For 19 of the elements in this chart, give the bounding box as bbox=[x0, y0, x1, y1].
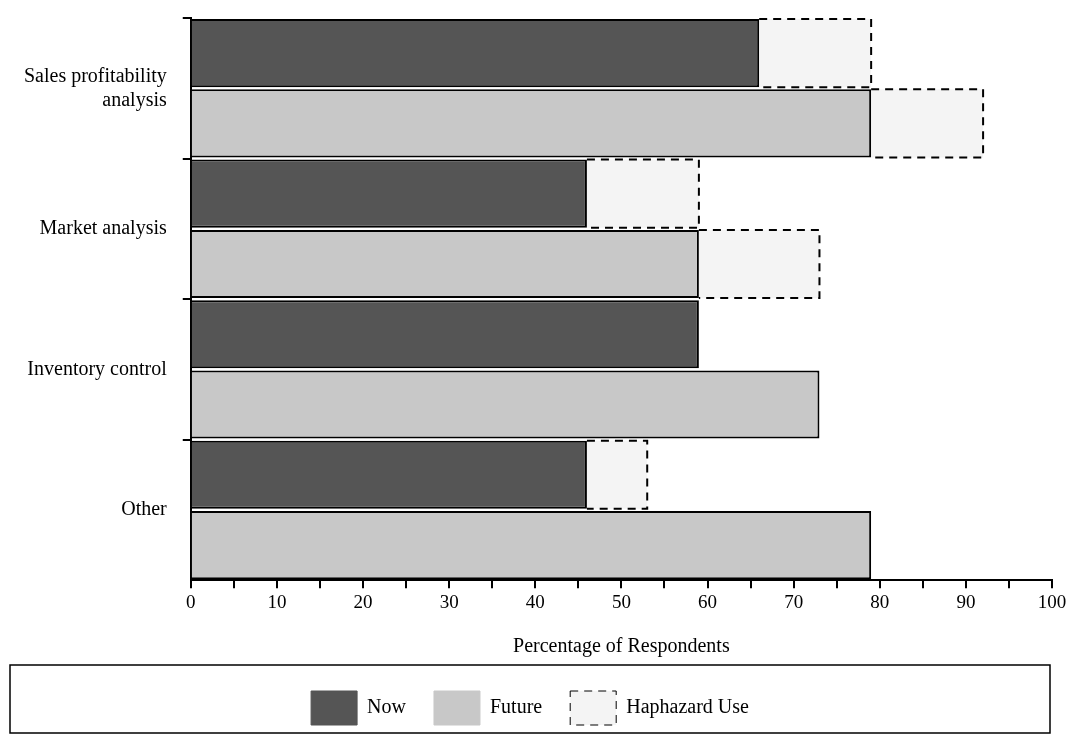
legend-label: Haphazard Use bbox=[626, 695, 750, 719]
y-tick-label: Market analysis bbox=[39, 216, 167, 240]
y-tick-label: Inventory control bbox=[27, 356, 168, 380]
x-tick-label: 0 bbox=[186, 590, 196, 612]
x-tick-label: 10 bbox=[267, 590, 287, 612]
x-tick-label: 30 bbox=[439, 590, 459, 612]
legend-label: Future bbox=[489, 695, 543, 718]
y-tick-label: Sales profitability analysis bbox=[23, 63, 167, 111]
x-tick-label: 50 bbox=[611, 590, 631, 612]
x-tick-label: 70 bbox=[784, 590, 804, 612]
x-tick-label: 60 bbox=[698, 590, 717, 612]
y-tick-label: Other bbox=[121, 497, 168, 520]
legend-label: Now bbox=[367, 695, 407, 718]
x-tick-label: 20 bbox=[353, 590, 373, 612]
x-tick-label: 80 bbox=[870, 590, 890, 612]
x-tick-label: 100 bbox=[1037, 590, 1067, 612]
x-tick-label: 40 bbox=[525, 590, 545, 612]
x-axis-title: Percentage of Respondents bbox=[513, 634, 730, 658]
x-tick-label: 90 bbox=[956, 590, 976, 612]
